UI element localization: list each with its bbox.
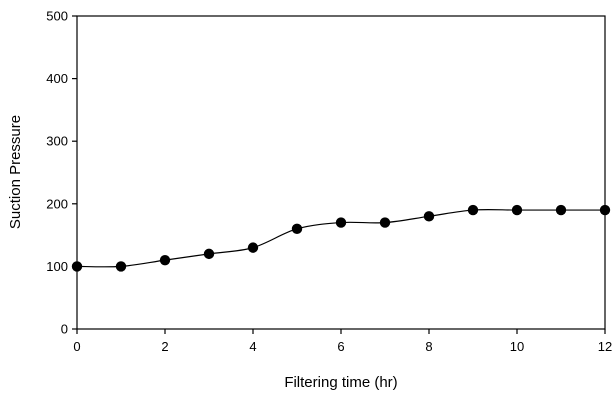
data-point bbox=[115, 261, 127, 272]
y-tick-label: 100 bbox=[46, 259, 68, 274]
data-point bbox=[247, 242, 259, 253]
y-axis-ticks: 0 100 200 300 400 500 bbox=[46, 9, 77, 337]
y-tick-label: 200 bbox=[46, 196, 68, 211]
series-points bbox=[71, 204, 611, 272]
data-point bbox=[379, 217, 391, 228]
x-tick-label: 2 bbox=[161, 339, 168, 354]
x-axis-ticks: 0 2 4 6 8 10 12 bbox=[73, 329, 612, 354]
x-axis-title: Filtering time (hr) bbox=[284, 374, 397, 391]
x-tick-label: 12 bbox=[598, 339, 612, 354]
data-point bbox=[511, 204, 523, 216]
x-tick-label: 0 bbox=[73, 339, 80, 354]
x-tick-label: 4 bbox=[249, 339, 256, 354]
x-tick-label: 8 bbox=[425, 339, 432, 354]
data-point bbox=[599, 204, 611, 216]
data-point bbox=[71, 261, 83, 272]
data-point bbox=[335, 217, 347, 228]
y-tick-label: 400 bbox=[46, 71, 68, 86]
y-tick-label: 300 bbox=[46, 134, 68, 149]
data-point bbox=[555, 204, 567, 216]
x-tick-label: 10 bbox=[510, 339, 524, 354]
data-point bbox=[203, 248, 215, 260]
plot-area bbox=[76, 15, 606, 330]
x-tick-label: 6 bbox=[337, 339, 344, 354]
y-tick-label: 0 bbox=[61, 322, 68, 337]
data-point bbox=[159, 254, 171, 266]
data-point bbox=[291, 223, 303, 235]
data-point bbox=[467, 204, 479, 216]
data-point bbox=[423, 211, 435, 222]
y-tick-label: 500 bbox=[46, 9, 68, 24]
y-axis-title: Suction Pressure bbox=[7, 115, 24, 229]
